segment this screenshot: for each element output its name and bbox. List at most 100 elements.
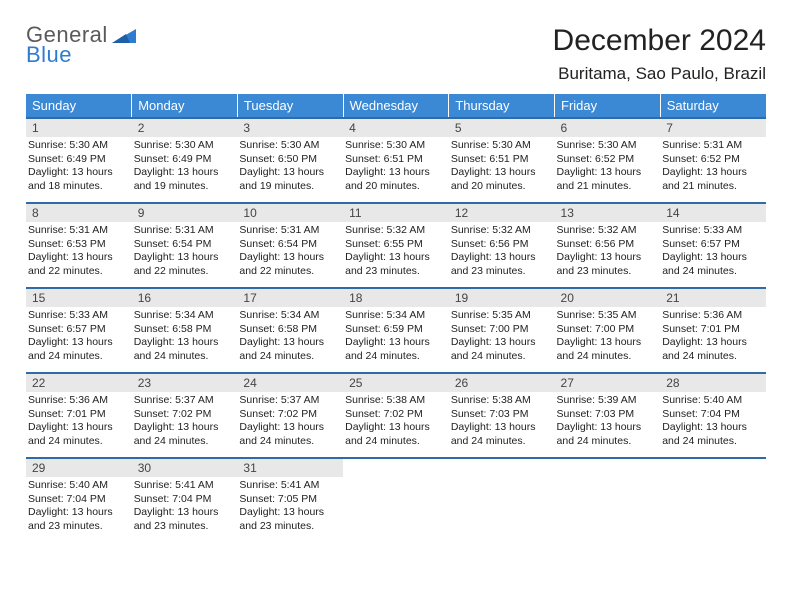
- day-details: Sunrise: 5:30 AMSunset: 6:50 PMDaylight:…: [237, 137, 343, 196]
- logo: General Blue: [26, 24, 138, 66]
- calendar-cell: 30Sunrise: 5:41 AMSunset: 7:04 PMDayligh…: [132, 458, 238, 543]
- day-details: Sunrise: 5:30 AMSunset: 6:51 PMDaylight:…: [343, 137, 449, 196]
- day-details: Sunrise: 5:41 AMSunset: 7:04 PMDaylight:…: [132, 477, 238, 536]
- day-number: 31: [237, 459, 343, 477]
- calendar-cell: 24Sunrise: 5:37 AMSunset: 7:02 PMDayligh…: [237, 373, 343, 458]
- calendar-cell: 12Sunrise: 5:32 AMSunset: 6:56 PMDayligh…: [449, 203, 555, 288]
- day-number: 12: [449, 204, 555, 222]
- calendar-cell: 1Sunrise: 5:30 AMSunset: 6:49 PMDaylight…: [26, 118, 132, 203]
- day-details: Sunrise: 5:33 AMSunset: 6:57 PMDaylight:…: [26, 307, 132, 366]
- day-number: 28: [660, 374, 766, 392]
- day-number: 29: [26, 459, 132, 477]
- day-details: Sunrise: 5:35 AMSunset: 7:00 PMDaylight:…: [555, 307, 661, 366]
- calendar-cell: 20Sunrise: 5:35 AMSunset: 7:00 PMDayligh…: [555, 288, 661, 373]
- weekday-row: SundayMondayTuesdayWednesdayThursdayFrid…: [26, 94, 766, 118]
- day-details: Sunrise: 5:36 AMSunset: 7:01 PMDaylight:…: [660, 307, 766, 366]
- calendar-cell: 31Sunrise: 5:41 AMSunset: 7:05 PMDayligh…: [237, 458, 343, 543]
- logo-triangle-icon: [112, 27, 138, 50]
- day-number: 15: [26, 289, 132, 307]
- day-details: Sunrise: 5:31 AMSunset: 6:53 PMDaylight:…: [26, 222, 132, 281]
- header: General Blue December 2024 Buritama, Sao…: [26, 24, 766, 84]
- day-details: Sunrise: 5:30 AMSunset: 6:52 PMDaylight:…: [555, 137, 661, 196]
- day-number: 13: [555, 204, 661, 222]
- logo-text: General Blue: [26, 24, 108, 66]
- day-number: 23: [132, 374, 238, 392]
- calendar-cell: 13Sunrise: 5:32 AMSunset: 6:56 PMDayligh…: [555, 203, 661, 288]
- calendar-cell: 7Sunrise: 5:31 AMSunset: 6:52 PMDaylight…: [660, 118, 766, 203]
- day-number: 6: [555, 119, 661, 137]
- calendar-cell: 14Sunrise: 5:33 AMSunset: 6:57 PMDayligh…: [660, 203, 766, 288]
- month-title: December 2024: [553, 24, 766, 58]
- day-details: Sunrise: 5:31 AMSunset: 6:54 PMDaylight:…: [132, 222, 238, 281]
- day-number: 20: [555, 289, 661, 307]
- calendar-body: 1Sunrise: 5:30 AMSunset: 6:49 PMDaylight…: [26, 118, 766, 543]
- day-details: Sunrise: 5:30 AMSunset: 6:49 PMDaylight:…: [26, 137, 132, 196]
- day-details: Sunrise: 5:41 AMSunset: 7:05 PMDaylight:…: [237, 477, 343, 536]
- calendar-cell: 18Sunrise: 5:34 AMSunset: 6:59 PMDayligh…: [343, 288, 449, 373]
- day-number: 11: [343, 204, 449, 222]
- day-number: 8: [26, 204, 132, 222]
- day-number: 16: [132, 289, 238, 307]
- calendar-cell: [660, 458, 766, 543]
- day-number: 24: [237, 374, 343, 392]
- calendar-cell: 3Sunrise: 5:30 AMSunset: 6:50 PMDaylight…: [237, 118, 343, 203]
- day-number: 30: [132, 459, 238, 477]
- calendar-cell: 23Sunrise: 5:37 AMSunset: 7:02 PMDayligh…: [132, 373, 238, 458]
- calendar-week-row: 29Sunrise: 5:40 AMSunset: 7:04 PMDayligh…: [26, 458, 766, 543]
- day-number: 4: [343, 119, 449, 137]
- calendar-cell: 8Sunrise: 5:31 AMSunset: 6:53 PMDaylight…: [26, 203, 132, 288]
- location: Buritama, Sao Paulo, Brazil: [553, 64, 766, 84]
- day-number: 1: [26, 119, 132, 137]
- calendar-cell: 6Sunrise: 5:30 AMSunset: 6:52 PMDaylight…: [555, 118, 661, 203]
- calendar-cell: 2Sunrise: 5:30 AMSunset: 6:49 PMDaylight…: [132, 118, 238, 203]
- day-details: Sunrise: 5:34 AMSunset: 6:58 PMDaylight:…: [132, 307, 238, 366]
- calendar-cell: 10Sunrise: 5:31 AMSunset: 6:54 PMDayligh…: [237, 203, 343, 288]
- day-number: 19: [449, 289, 555, 307]
- day-details: Sunrise: 5:34 AMSunset: 6:59 PMDaylight:…: [343, 307, 449, 366]
- day-details: Sunrise: 5:32 AMSunset: 6:56 PMDaylight:…: [555, 222, 661, 281]
- day-number: 7: [660, 119, 766, 137]
- day-details: Sunrise: 5:37 AMSunset: 7:02 PMDaylight:…: [132, 392, 238, 451]
- title-block: December 2024 Buritama, Sao Paulo, Brazi…: [553, 24, 766, 84]
- day-details: Sunrise: 5:32 AMSunset: 6:56 PMDaylight:…: [449, 222, 555, 281]
- calendar-cell: 27Sunrise: 5:39 AMSunset: 7:03 PMDayligh…: [555, 373, 661, 458]
- calendar-cell: 22Sunrise: 5:36 AMSunset: 7:01 PMDayligh…: [26, 373, 132, 458]
- day-details: Sunrise: 5:31 AMSunset: 6:54 PMDaylight:…: [237, 222, 343, 281]
- day-number: 5: [449, 119, 555, 137]
- calendar-cell: 5Sunrise: 5:30 AMSunset: 6:51 PMDaylight…: [449, 118, 555, 203]
- calendar-cell: 29Sunrise: 5:40 AMSunset: 7:04 PMDayligh…: [26, 458, 132, 543]
- day-details: Sunrise: 5:37 AMSunset: 7:02 PMDaylight:…: [237, 392, 343, 451]
- calendar-cell: 16Sunrise: 5:34 AMSunset: 6:58 PMDayligh…: [132, 288, 238, 373]
- calendar-cell: 21Sunrise: 5:36 AMSunset: 7:01 PMDayligh…: [660, 288, 766, 373]
- day-number: 9: [132, 204, 238, 222]
- calendar-cell: [343, 458, 449, 543]
- day-details: Sunrise: 5:38 AMSunset: 7:02 PMDaylight:…: [343, 392, 449, 451]
- calendar-cell: 28Sunrise: 5:40 AMSunset: 7:04 PMDayligh…: [660, 373, 766, 458]
- calendar-cell: 19Sunrise: 5:35 AMSunset: 7:00 PMDayligh…: [449, 288, 555, 373]
- day-details: Sunrise: 5:32 AMSunset: 6:55 PMDaylight:…: [343, 222, 449, 281]
- day-details: Sunrise: 5:34 AMSunset: 6:58 PMDaylight:…: [237, 307, 343, 366]
- calendar-week-row: 15Sunrise: 5:33 AMSunset: 6:57 PMDayligh…: [26, 288, 766, 373]
- day-number: 22: [26, 374, 132, 392]
- day-number: 10: [237, 204, 343, 222]
- calendar-week-row: 8Sunrise: 5:31 AMSunset: 6:53 PMDaylight…: [26, 203, 766, 288]
- calendar-cell: 4Sunrise: 5:30 AMSunset: 6:51 PMDaylight…: [343, 118, 449, 203]
- calendar-cell: 25Sunrise: 5:38 AMSunset: 7:02 PMDayligh…: [343, 373, 449, 458]
- day-number: 2: [132, 119, 238, 137]
- calendar-page: General Blue December 2024 Buritama, Sao…: [0, 0, 792, 553]
- day-number: 26: [449, 374, 555, 392]
- calendar-week-row: 1Sunrise: 5:30 AMSunset: 6:49 PMDaylight…: [26, 118, 766, 203]
- day-details: Sunrise: 5:31 AMSunset: 6:52 PMDaylight:…: [660, 137, 766, 196]
- weekday-header: Monday: [132, 94, 238, 118]
- calendar-head: SundayMondayTuesdayWednesdayThursdayFrid…: [26, 94, 766, 118]
- calendar-cell: 15Sunrise: 5:33 AMSunset: 6:57 PMDayligh…: [26, 288, 132, 373]
- day-details: Sunrise: 5:30 AMSunset: 6:51 PMDaylight:…: [449, 137, 555, 196]
- day-number: 17: [237, 289, 343, 307]
- day-details: Sunrise: 5:40 AMSunset: 7:04 PMDaylight:…: [26, 477, 132, 536]
- weekday-header: Wednesday: [343, 94, 449, 118]
- day-number: 27: [555, 374, 661, 392]
- day-number: 25: [343, 374, 449, 392]
- calendar-week-row: 22Sunrise: 5:36 AMSunset: 7:01 PMDayligh…: [26, 373, 766, 458]
- day-details: Sunrise: 5:35 AMSunset: 7:00 PMDaylight:…: [449, 307, 555, 366]
- weekday-header: Friday: [555, 94, 661, 118]
